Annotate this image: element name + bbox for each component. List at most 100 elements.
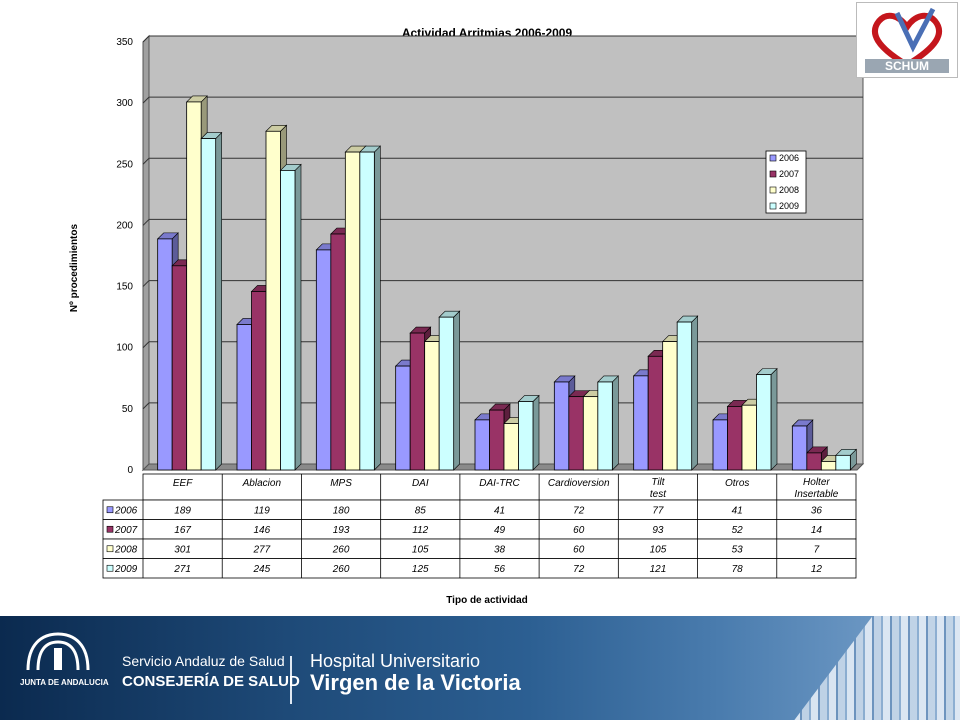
bar-2009 [359, 151, 375, 471]
bar-2008 [820, 461, 837, 471]
table-cell-value: 301 [174, 544, 191, 555]
bar-2009 [676, 321, 693, 471]
table-cell-value: 105 [412, 544, 429, 555]
y-tick-label: 200 [116, 220, 133, 231]
y-tick-label: 350 [116, 37, 133, 48]
legend-box [765, 150, 807, 214]
y-tick-label: 50 [122, 404, 134, 415]
bar-2007 [489, 409, 505, 471]
footer-divider [290, 656, 292, 704]
x-category-label: Otros [725, 478, 749, 489]
table-series-name: 2009 [114, 564, 138, 575]
bar-2009 [756, 374, 772, 471]
gridline-side [142, 219, 150, 226]
x-category-label: Tilt [651, 477, 665, 488]
gridline-side [142, 157, 150, 165]
table-cell-value: 38 [494, 544, 506, 555]
bar-2008 [186, 101, 202, 471]
table-cell-value: 146 [253, 525, 270, 536]
bar-2009 [438, 316, 455, 471]
table-cell-value: 119 [254, 505, 270, 516]
table-cell-value: 78 [732, 564, 744, 575]
bar-side-2009 [691, 315, 698, 471]
table-cell-value: 193 [333, 525, 350, 536]
bar-2007 [568, 396, 584, 471]
junta-andalucia-text: JUNTA DE ANDALUCIA [20, 678, 109, 687]
x-category-label: EEF [173, 478, 193, 489]
bar-2008 [582, 396, 599, 471]
bar-2009 [200, 138, 217, 471]
bar-2008 [503, 423, 519, 471]
x-category-label: Insertable [794, 489, 838, 500]
legend-swatch [769, 154, 777, 162]
bar-side-2009 [770, 367, 778, 471]
bar-side-2009 [532, 394, 540, 471]
legend-label: 2009 [779, 201, 799, 211]
table-cell-value: 125 [412, 564, 429, 575]
table-cell-value: 180 [333, 505, 350, 516]
table-series-swatch [106, 545, 114, 553]
legend-swatch [769, 186, 777, 194]
y-tick-label: 0 [127, 465, 133, 476]
table-cell-value: 36 [811, 505, 823, 516]
table-cell-value: 167 [174, 525, 191, 536]
consejeria-text: CONSEJERÍA DE SALUD [122, 673, 300, 690]
schum-logo: SCHUM [856, 2, 958, 78]
table-cell-value: 112 [412, 525, 428, 536]
x-category-label: MPS [330, 478, 352, 489]
table-cell-value: 93 [652, 525, 664, 536]
table-series-swatch [106, 525, 114, 533]
bar-2009 [597, 381, 613, 471]
legend-swatch [769, 202, 777, 210]
bar-2009 [518, 401, 534, 471]
gridline-side [142, 280, 150, 287]
bar-2008 [424, 341, 440, 471]
table-cell-value: 72 [573, 505, 585, 516]
bar-2007 [251, 291, 267, 471]
bar-2006 [395, 365, 411, 471]
x-category-label: DAI-TRC [479, 478, 520, 489]
bar-side-2009 [612, 375, 619, 471]
legend-swatch [769, 170, 777, 178]
table-cell-value: 49 [494, 525, 506, 536]
y-tick-label: 300 [116, 98, 133, 109]
bar-2007 [727, 406, 743, 471]
bar-2006 [712, 419, 728, 471]
gridline-side [142, 35, 150, 43]
x-category-label: DAI [412, 478, 429, 489]
table-series-name: 2008 [114, 544, 138, 555]
bar-2006 [633, 375, 649, 471]
x-category-label: Ablacion [242, 478, 282, 489]
servicio-andaluz-text: Servicio Andaluz de Salud [122, 653, 285, 669]
table-cell-value: 56 [494, 564, 506, 575]
virgen-victoria-text: Virgen de la Victoria [310, 670, 521, 695]
bar-2008 [741, 404, 757, 471]
table-series-swatch [106, 506, 114, 514]
bar-2008 [344, 151, 361, 471]
hospital-building-image [794, 616, 960, 720]
gridline-side [142, 402, 150, 410]
y-tick-label: 150 [116, 282, 133, 293]
table-cell-value: 121 [650, 564, 667, 575]
legend-label: 2007 [779, 169, 799, 179]
bar-2006 [315, 249, 332, 471]
y-tick-label: 100 [116, 343, 133, 354]
legend: 2006 2007 2008 2009 [765, 150, 807, 214]
table-cell-value: 52 [732, 525, 744, 536]
bar-side-2009 [374, 145, 381, 471]
table-row [102, 499, 857, 520]
table-cell-value: 260 [332, 544, 350, 555]
x-category-label: test [650, 489, 667, 500]
table-header [142, 473, 857, 501]
table-series-name: 2006 [114, 505, 138, 516]
x-category-label: Holter [803, 477, 830, 488]
bar-2007 [171, 265, 188, 471]
bar-2008 [662, 341, 678, 471]
table-cell-value: 277 [252, 544, 270, 555]
bar-side-2009 [215, 131, 222, 471]
x-axis-label: Tipo de actividad [446, 595, 528, 606]
table-cell-value: 7 [814, 544, 820, 555]
table-row [102, 519, 857, 540]
data-table: EEF Ablacion MPS DAI DAI-TRC Cardioversion Til… [102, 473, 857, 579]
bar-2007 [409, 332, 426, 471]
